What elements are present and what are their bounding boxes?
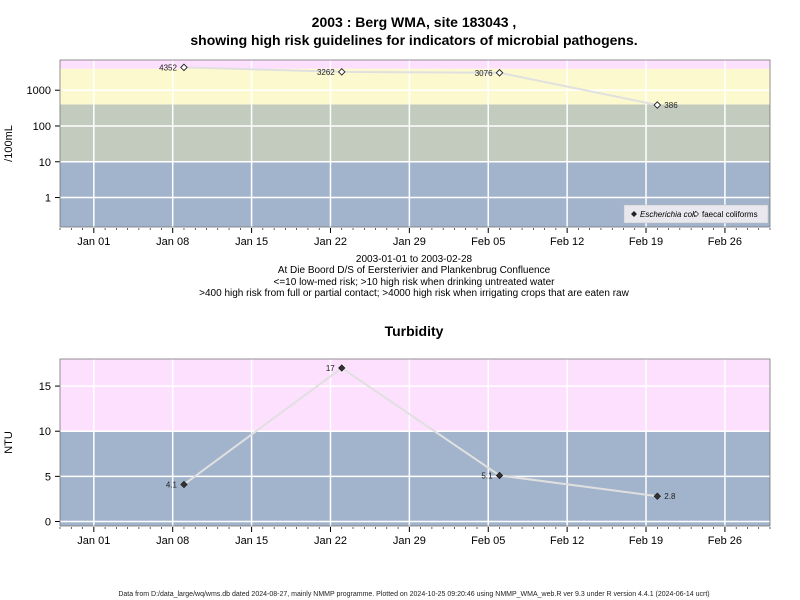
x-tick-label: Feb 19 (629, 535, 663, 547)
x-tick-label: Feb 05 (471, 236, 505, 248)
figure-title-line2: showing high risk guidelines for indicat… (190, 32, 637, 48)
legend: Escherichia coli faecal coliforms (623, 204, 769, 224)
guideline-drinking-text: <=10 low-med risk; >10 high risk when dr… (274, 277, 556, 288)
x-tick-label: Jan 01 (77, 535, 110, 547)
risk-band-pink (60, 60, 770, 69)
legend-marker (693, 211, 699, 217)
x-tick-label: Jan 08 (156, 535, 189, 547)
turbidity-chart: Jan 01 Jan 08 Jan 15 Jan 22 Jan 29 Feb 05 Feb … (3, 358, 771, 547)
y-tick-label: 10 (39, 426, 51, 438)
data-label: 3076 (475, 69, 493, 78)
figure-title-line1: 2003 : Berg WMA, site 183043 , (312, 14, 517, 30)
legend-marker (631, 211, 637, 217)
risk-band-pink (60, 359, 770, 432)
data-label: 4352 (159, 63, 177, 72)
data-point-open-diamond (180, 63, 188, 72)
data-point-filled-diamond (180, 480, 188, 489)
microbial-chart: Jan 01 Jan 08 Jan 15 Jan 22 Jan 29 Feb 05 Feb … (3, 59, 771, 248)
y-tick-label: 10 (39, 157, 51, 169)
footer-note: Data from D:/data_large/wq/wms.db dated … (118, 591, 709, 598)
legend-label: faecal coliforms (702, 210, 758, 219)
series-line (183, 66, 658, 106)
x-tick-label: Jan 08 (156, 236, 189, 248)
x-tick-label: Feb 12 (550, 535, 584, 547)
location-text: At Die Boord D/S of Eersterivier and Pla… (278, 265, 551, 276)
data-label: 3262 (317, 68, 335, 77)
risk-band-blue (60, 431, 770, 526)
data-label: 4.1 (166, 480, 178, 489)
x-tick-label: Feb 26 (708, 535, 742, 547)
data-point-filled-diamond (653, 492, 661, 500)
y-axis-label: NTU (3, 431, 15, 454)
data-point-open-diamond (337, 68, 346, 76)
x-tick-label: Jan 29 (393, 236, 426, 248)
data-point-filled-diamond (495, 471, 504, 480)
plot-frame (59, 358, 771, 527)
y-tick-label: 1 (45, 193, 51, 205)
y-tick-label: 100 (33, 121, 51, 133)
y-tick-label: 0 (45, 516, 51, 528)
data-label: 17 (326, 364, 335, 373)
risk-band-green (60, 104, 770, 162)
data-point-open-diamond (653, 101, 662, 109)
guideline-contact-text: >400 high risk from full or partial cont… (199, 288, 629, 299)
y-tick-label: 1000 (27, 85, 51, 97)
x-tick-label: Jan 22 (314, 236, 347, 248)
y-axis-label: /100mL (3, 125, 15, 162)
legend-label: Escherichia coli (640, 210, 696, 219)
x-tick-label: Feb 05 (471, 535, 505, 547)
plot-frame (59, 59, 771, 228)
risk-band-yellow (60, 68, 770, 105)
y-tick-label: 15 (39, 381, 51, 393)
data-point-open-diamond (495, 68, 504, 77)
x-tick-label: Feb 19 (629, 236, 663, 248)
x-tick-label: Jan 15 (235, 535, 268, 547)
x-tick-label: Jan 22 (314, 535, 347, 547)
x-tick-label: Jan 01 (77, 236, 110, 248)
x-tick-label: Feb 12 (550, 236, 584, 248)
turbidity-title: Turbidity (385, 323, 444, 339)
x-tick-label: Jan 15 (235, 236, 268, 248)
x-tick-label: Feb 26 (708, 236, 742, 248)
data-point-filled-diamond (338, 364, 346, 372)
data-label: 2.8 (664, 492, 676, 501)
date-range-text: 2003-01-01 to 2003-02-28 (356, 254, 473, 265)
series-line (183, 366, 658, 498)
data-label: 5.1 (481, 471, 493, 480)
y-tick-label: 5 (45, 471, 51, 483)
data-label: 386 (664, 101, 678, 110)
x-tick-label: Jan 29 (393, 535, 426, 547)
